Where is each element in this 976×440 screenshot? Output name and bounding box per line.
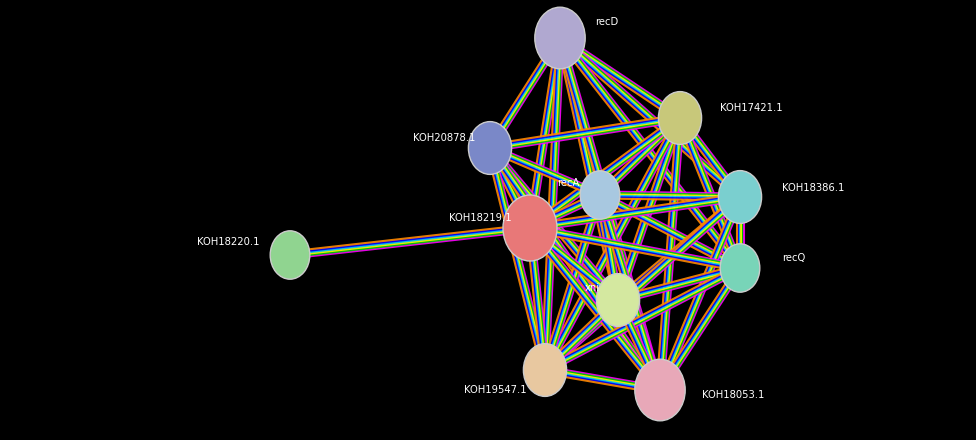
Ellipse shape — [634, 359, 685, 421]
Ellipse shape — [718, 171, 761, 224]
Ellipse shape — [659, 92, 702, 144]
Ellipse shape — [580, 171, 620, 219]
Text: recD: recD — [595, 17, 618, 27]
Ellipse shape — [535, 7, 586, 69]
Ellipse shape — [270, 231, 309, 279]
Text: KOH19547.1: KOH19547.1 — [465, 385, 527, 395]
Text: KOH18219.1: KOH18219.1 — [449, 213, 512, 223]
Ellipse shape — [720, 244, 759, 292]
Ellipse shape — [523, 344, 567, 396]
Ellipse shape — [503, 195, 557, 261]
Ellipse shape — [468, 121, 511, 174]
Text: KOH20878.1: KOH20878.1 — [413, 133, 475, 143]
Text: KOH17421.1: KOH17421.1 — [720, 103, 783, 113]
Ellipse shape — [596, 274, 639, 326]
Text: KOH18053.1: KOH18053.1 — [702, 390, 764, 400]
Text: KOH18220.1: KOH18220.1 — [197, 237, 260, 247]
Text: xni: xni — [585, 283, 600, 293]
Text: recQ: recQ — [782, 253, 805, 263]
Text: KOH18386.1: KOH18386.1 — [782, 183, 844, 193]
Text: recA: recA — [557, 178, 580, 188]
